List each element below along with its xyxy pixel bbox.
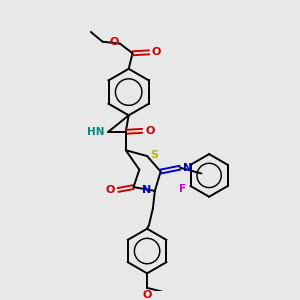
Text: HN: HN [87, 127, 104, 137]
Text: S: S [150, 150, 158, 160]
Text: O: O [152, 47, 161, 57]
Text: O: O [110, 37, 119, 47]
Text: O: O [145, 126, 154, 136]
Text: O: O [142, 290, 152, 300]
Text: F: F [179, 184, 186, 194]
Text: O: O [106, 185, 115, 195]
Text: N: N [142, 185, 151, 195]
Text: N: N [183, 163, 192, 173]
